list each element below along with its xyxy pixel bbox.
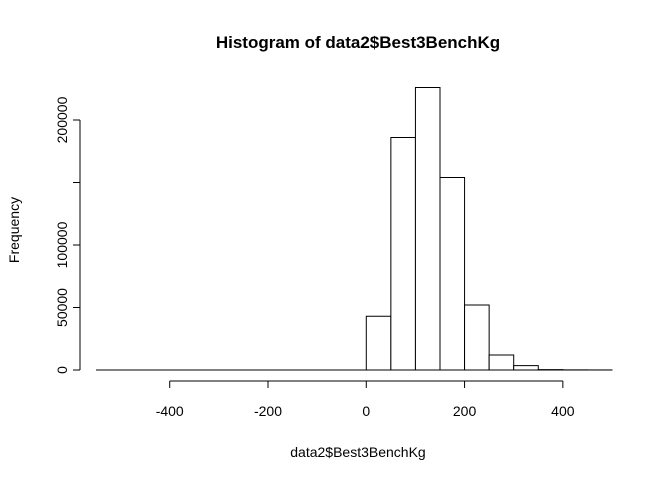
histogram-bar xyxy=(365,315,392,371)
histogram-bar xyxy=(439,177,466,371)
x-tick-label: -400 xyxy=(156,403,184,419)
y-tick-label: 100000 xyxy=(54,221,70,268)
histogram-bar xyxy=(464,304,490,371)
y-tick-label: 50000 xyxy=(54,288,70,327)
bars-group xyxy=(96,87,613,371)
y-tick-label: 0 xyxy=(54,366,70,374)
x-tick-label: -200 xyxy=(254,403,282,419)
histogram-bar xyxy=(390,137,416,371)
x-axis-label: data2$Best3BenchKg xyxy=(290,444,425,460)
x-tick-label: 0 xyxy=(362,403,370,419)
y-tick-label: 200000 xyxy=(54,96,70,143)
y-axis-label: Frequency xyxy=(6,197,22,263)
chart-title: Histogram of data2$Best3BenchKg xyxy=(216,33,500,52)
histogram-bar xyxy=(414,87,441,371)
histogram-bar xyxy=(488,354,515,371)
x-axis: -400 -200 0 200 400 xyxy=(156,380,575,419)
x-tick-label: 200 xyxy=(453,403,477,419)
y-axis: 0 50000 100000 200000 xyxy=(54,96,81,374)
x-tick-label: 400 xyxy=(551,403,575,419)
histogram-bar xyxy=(513,365,539,371)
